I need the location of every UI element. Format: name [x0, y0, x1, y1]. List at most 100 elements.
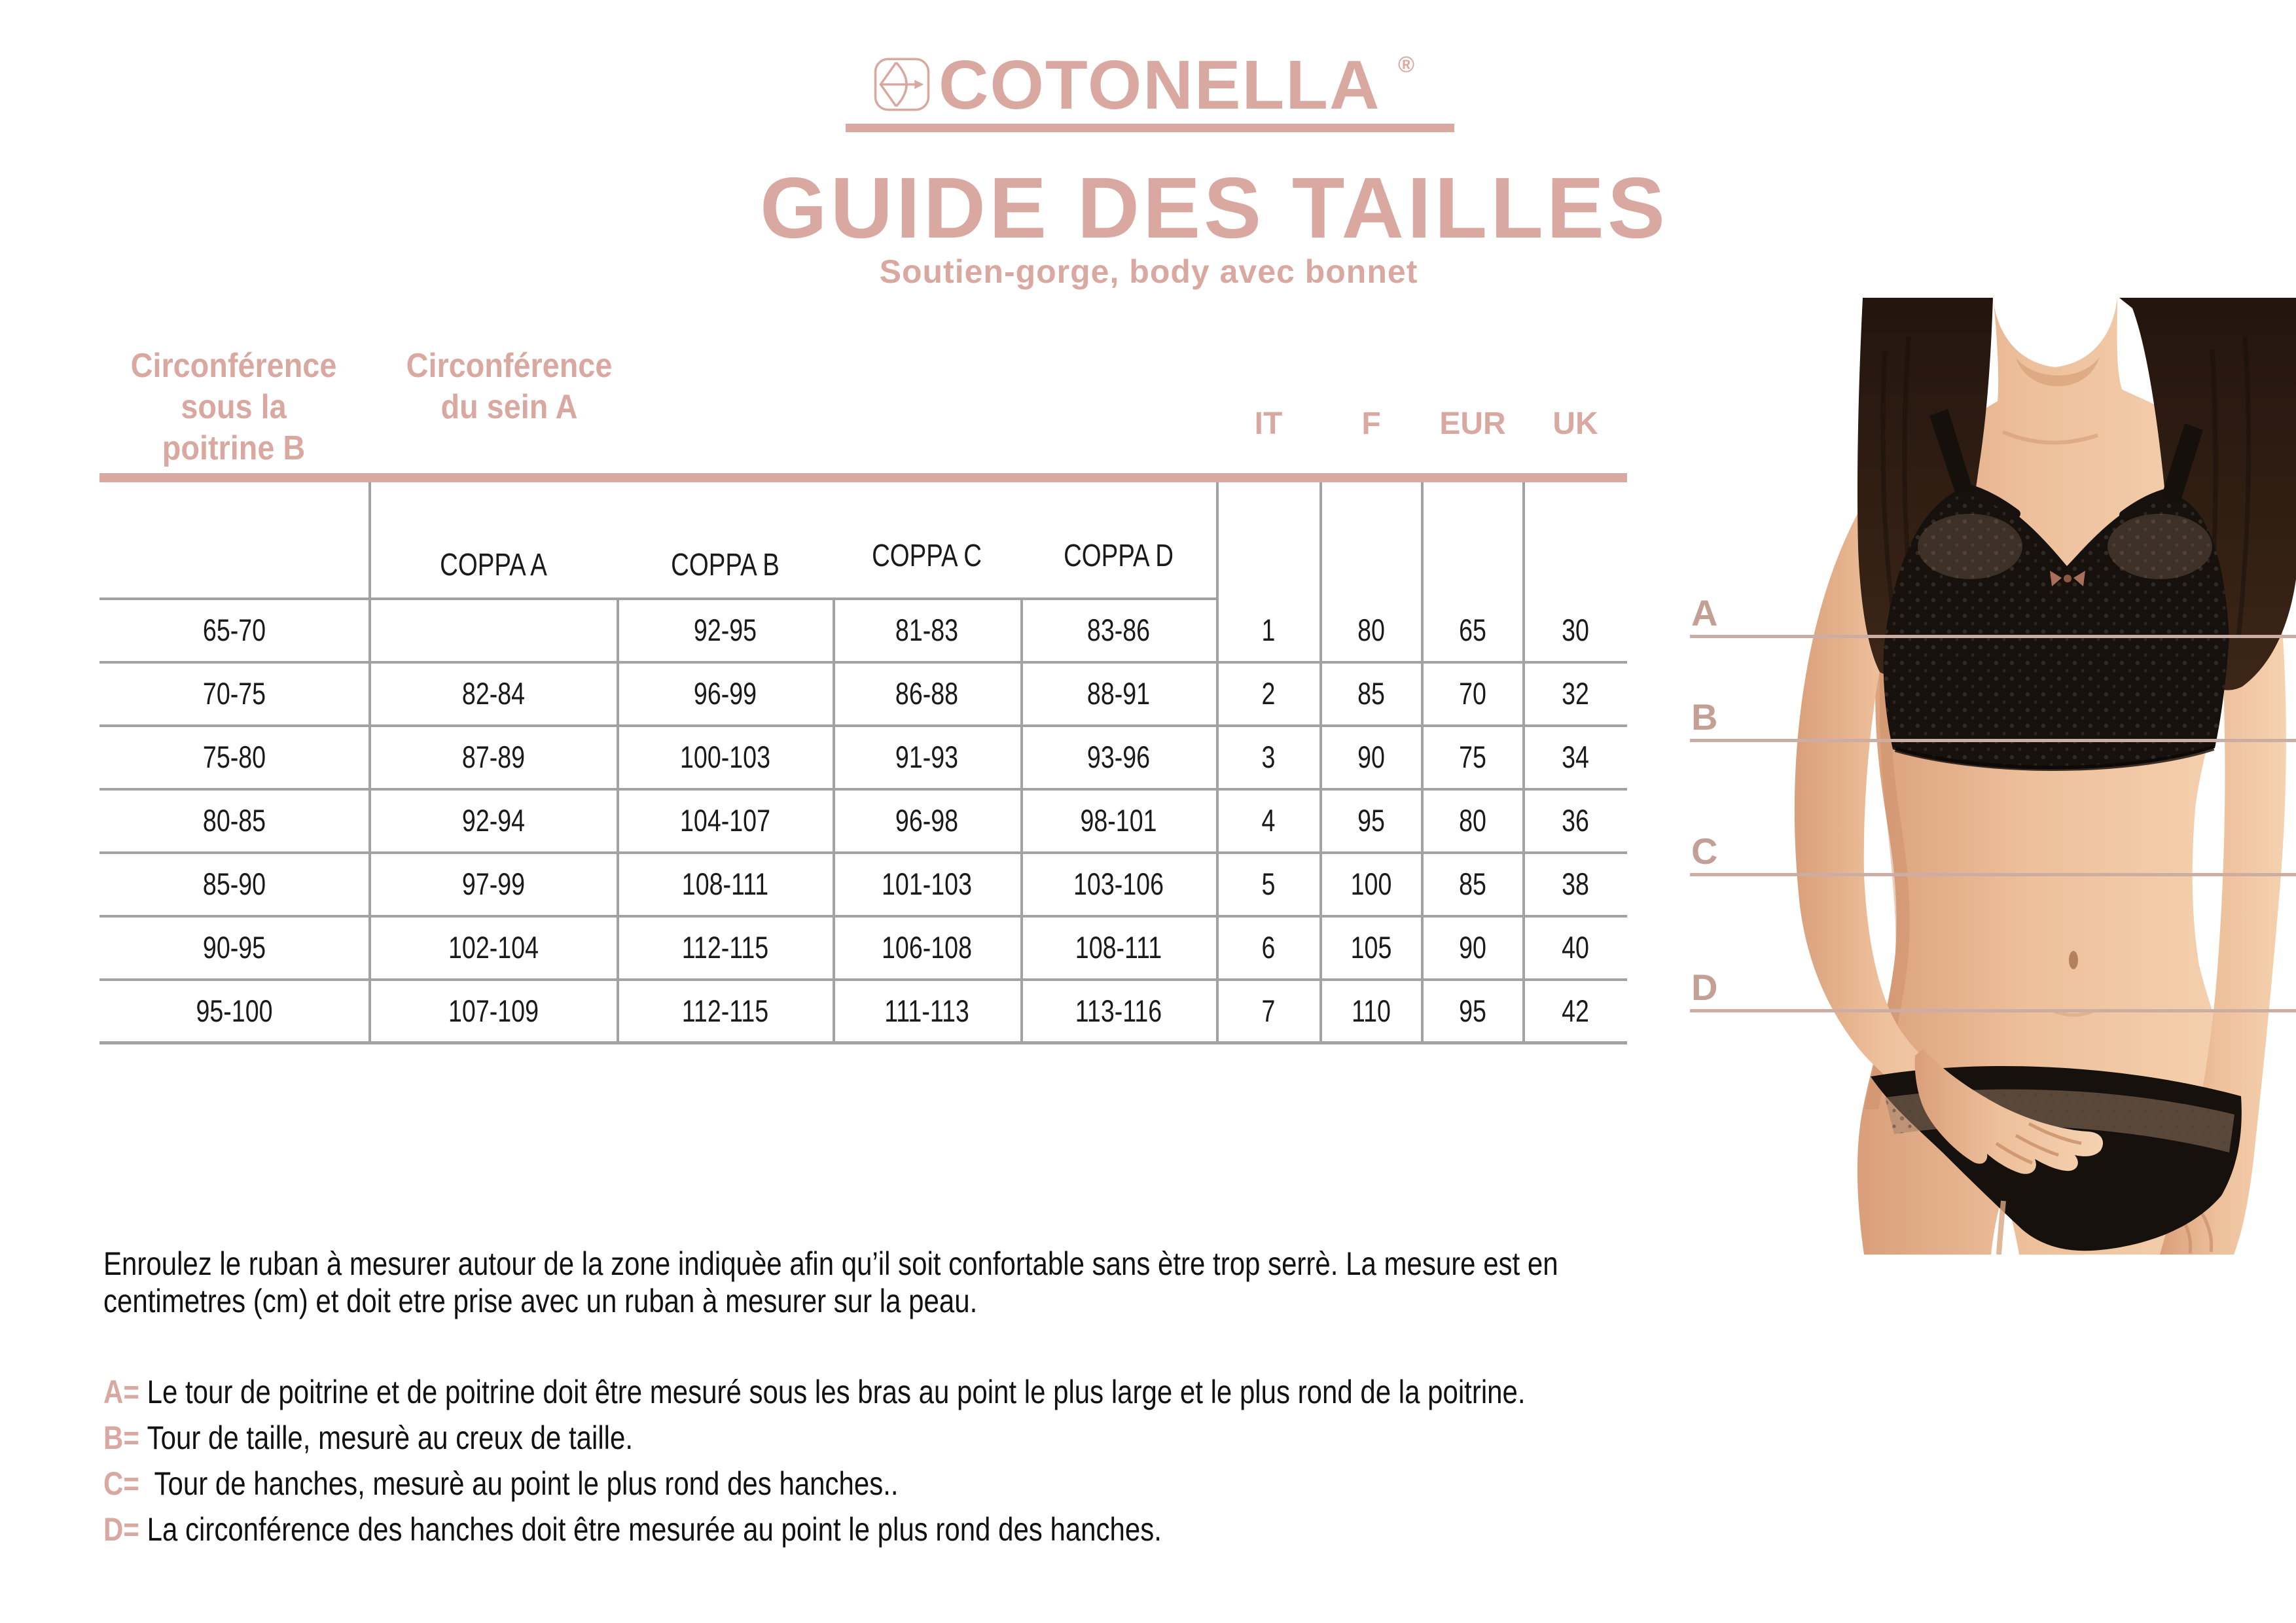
- measure-label-c: C: [1691, 830, 1718, 872]
- table-vline: [1319, 482, 1322, 1043]
- table-cell: 86-88: [895, 676, 959, 711]
- logo-underline: [846, 124, 1454, 132]
- table-vline: [1421, 482, 1424, 1043]
- cup-header-c: COPPA C: [872, 539, 982, 573]
- measure-line-b: [1690, 739, 2296, 742]
- table-hline: [99, 851, 1627, 854]
- table-cell: 80: [1459, 803, 1486, 838]
- header-line: du sein A: [440, 388, 578, 426]
- note-d: D= La circonférence des hanches doit être…: [103, 1510, 1162, 1548]
- table-cell: 100-103: [680, 740, 770, 774]
- table-hline: [99, 597, 1219, 600]
- table-cell: 110: [1352, 993, 1391, 1028]
- table-cell: 90: [1357, 740, 1385, 774]
- table-cell: 75-80: [202, 740, 266, 774]
- note-c: C= Tour de hanches, mesurè au point le p…: [103, 1465, 899, 1503]
- note-text: Le tour de poitrine et de poitrine doit …: [147, 1374, 1526, 1410]
- table-cell: 40: [1562, 930, 1589, 965]
- table-vline: [1216, 482, 1219, 1043]
- note-text: La circonférence des hanches doit être m…: [147, 1511, 1162, 1548]
- header-line: Circonférence: [130, 347, 337, 385]
- table-cell: 65-70: [202, 613, 266, 647]
- table-hline: [99, 915, 1627, 918]
- note-b: B= Tour de taille, mesurè au creux de tai…: [103, 1419, 633, 1457]
- model-photo: [1794, 298, 2296, 1255]
- table-cell: 98-101: [1080, 803, 1157, 838]
- table-cell: 90-95: [202, 930, 266, 965]
- table-cell: 1: [1261, 613, 1276, 647]
- registered-trademark: ®: [1398, 52, 1415, 77]
- cup-header-b: COPPA B: [671, 548, 780, 582]
- table-cell: 113-116: [1075, 993, 1162, 1028]
- table-cell: 90: [1459, 930, 1486, 965]
- table-cell: 82-84: [461, 676, 526, 711]
- measure-label-d: D: [1691, 967, 1718, 1008]
- table-cell: 95: [1459, 993, 1486, 1028]
- table-cell: 70: [1459, 676, 1486, 711]
- table-cell: 95-100: [196, 993, 273, 1028]
- table-cell: 105: [1350, 930, 1392, 965]
- table-cell: 108-111: [1075, 930, 1162, 965]
- model-hand: [1914, 1049, 2104, 1174]
- table-cell: 80: [1357, 613, 1385, 647]
- note-text: Tour de hanches, mesurè au point le plus…: [147, 1465, 899, 1502]
- table-vline: [1522, 482, 1525, 1043]
- table-cell: 81-83: [895, 613, 959, 647]
- table-cell: 80-85: [202, 803, 266, 838]
- table-cell: 2: [1261, 676, 1276, 711]
- table-cell: 87-89: [461, 740, 526, 774]
- col-header-eur: EUR: [1439, 406, 1506, 441]
- note-text: Tour de taille, mesurè au creux de taill…: [147, 1419, 634, 1456]
- table-hline: [99, 1041, 1627, 1044]
- table-cell: 108-111: [681, 866, 769, 901]
- header-line: poitrine B: [162, 429, 306, 467]
- table-cell: 112-115: [681, 993, 769, 1028]
- table-cell: 103-106: [1073, 866, 1164, 901]
- table-cell: 7: [1261, 993, 1276, 1028]
- table-cell: 96-98: [895, 803, 959, 838]
- table-cell: 93-96: [1086, 740, 1151, 774]
- table-hline: [99, 978, 1627, 981]
- table-vline: [368, 482, 371, 1043]
- measure-line-a: [1690, 635, 2296, 638]
- measure-label-b: B: [1691, 696, 1718, 738]
- table-cell: 97-99: [461, 866, 526, 901]
- table-cell: 111-113: [884, 993, 969, 1028]
- note-prefix: B=: [103, 1419, 139, 1456]
- model-bra-strap: [2161, 423, 2203, 505]
- header-underbust-circumference: Circonférence sous la poitrine B: [104, 346, 363, 469]
- table-cell: 107-109: [448, 993, 539, 1028]
- model-left-arm: [1794, 440, 1986, 1130]
- table-cell: 96-99: [693, 676, 757, 711]
- table-cell: 104-107: [680, 803, 770, 838]
- table-cell: 83-86: [1086, 613, 1151, 647]
- table-cell: 92-94: [461, 803, 526, 838]
- measure-line-d: [1690, 1009, 2296, 1012]
- table-hline: [99, 724, 1627, 727]
- table-cell: 3: [1261, 740, 1276, 774]
- model-hair-right: [2119, 298, 2296, 690]
- table-cell: 112-115: [681, 930, 769, 965]
- table-cell: 85-90: [202, 866, 266, 901]
- table-cell: 91-93: [895, 740, 959, 774]
- table-cell: 88-91: [1086, 676, 1151, 711]
- table-cell: 101-103: [882, 866, 972, 901]
- table-cell: [389, 609, 598, 651]
- measure-line-c: [1690, 873, 2296, 876]
- note-prefix: C=: [103, 1465, 139, 1502]
- col-header-uk: UK: [1552, 406, 1598, 441]
- table-vline: [1020, 599, 1023, 1043]
- table-cell: 38: [1562, 866, 1589, 901]
- note-a: A= Le tour de poitrine et de poitrine doi…: [103, 1373, 1526, 1411]
- table-cell: 4: [1261, 803, 1276, 838]
- header-bust-circumference: Circonférence du sein A: [380, 346, 639, 428]
- table-vline: [833, 599, 835, 1043]
- page-title: GUIDE DES TAILLES: [760, 160, 1668, 256]
- table-cell: 100: [1350, 866, 1392, 901]
- table-hline: [99, 788, 1627, 791]
- table-cell: 102-104: [448, 930, 539, 965]
- table-cell: 6: [1261, 930, 1276, 965]
- table-cell: 75: [1459, 740, 1486, 774]
- col-header-it: IT: [1254, 406, 1283, 441]
